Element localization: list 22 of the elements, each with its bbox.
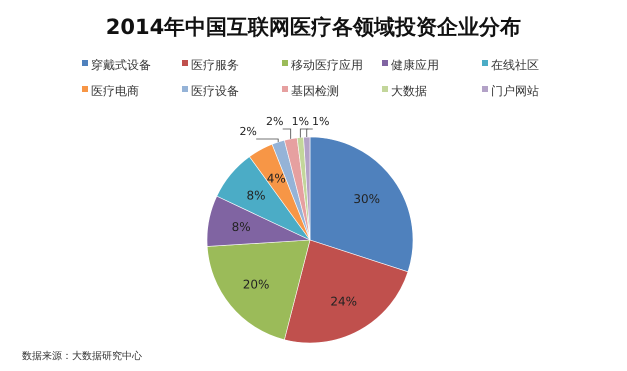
data-label: 8%: [232, 220, 251, 234]
data-label: 24%: [330, 294, 358, 308]
data-label: 20%: [242, 278, 270, 292]
legend-label: 医疗电商: [91, 84, 139, 98]
legend-label: 移动医疗应用: [291, 58, 363, 72]
legend-label: 门户网站: [491, 84, 539, 98]
legend-label: 基因检测: [291, 84, 339, 98]
data-label: 2%: [266, 115, 284, 128]
source-note: 数据来源：大数据研究中心: [22, 350, 142, 362]
legend-label: 大数据: [391, 84, 427, 98]
data-label: 2%: [239, 125, 257, 138]
legend-label: 穿戴式设备: [91, 58, 151, 72]
legend-label: 医疗服务: [191, 58, 239, 72]
chart-title: 2014年中国互联网医疗各领域投资企业分布: [106, 15, 522, 39]
data-label: 4%: [266, 172, 286, 186]
legend-label: 在线社区: [491, 58, 539, 72]
legend-label: 健康应用: [391, 58, 439, 72]
data-label: 8%: [246, 188, 266, 202]
data-label: 1%: [292, 115, 310, 128]
data-label: 30%: [353, 192, 380, 206]
data-label: 1%: [312, 115, 330, 128]
legend-label: 医疗设备: [191, 84, 239, 98]
